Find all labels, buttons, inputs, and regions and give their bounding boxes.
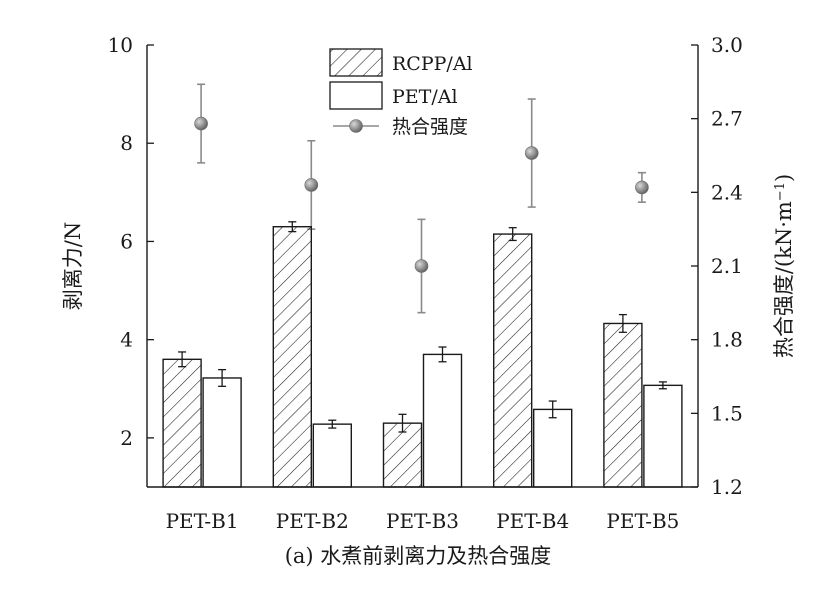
left-tick-label: 10 bbox=[108, 33, 133, 57]
left-tick-label: 4 bbox=[120, 328, 133, 352]
bar-pet-al-4 bbox=[533, 408, 573, 488]
point-heat-seal-strength-2 bbox=[304, 178, 319, 192]
bar-rcpp-al-4 bbox=[493, 233, 533, 488]
error-bar bbox=[618, 313, 627, 333]
left-tick-label: 8 bbox=[120, 131, 133, 155]
error-bar bbox=[398, 413, 407, 433]
x-tick-label: PET-B1 bbox=[166, 509, 239, 533]
error-bar bbox=[658, 381, 667, 390]
error-bar bbox=[178, 351, 187, 368]
x-tick-label: PET-B2 bbox=[276, 509, 349, 533]
right-tick-label: 1.5 bbox=[711, 401, 743, 425]
left-tick-label: 6 bbox=[120, 229, 133, 253]
point-heat-seal-strength-4 bbox=[524, 146, 539, 160]
bar-pet-al-5 bbox=[643, 384, 683, 488]
error-bar bbox=[288, 221, 297, 233]
legend-dot-heat-seal bbox=[349, 119, 363, 133]
bar-rcpp-al-2 bbox=[272, 226, 312, 488]
right-tick-label: 2.4 bbox=[711, 180, 743, 204]
left-tick-label: 2 bbox=[120, 426, 133, 450]
y-axis-label: 剥离力/N bbox=[61, 222, 85, 310]
error-bar bbox=[438, 346, 447, 363]
error-bar bbox=[548, 400, 557, 419]
error-bar bbox=[508, 227, 517, 242]
legend-swatch-rcpp-al bbox=[329, 48, 383, 77]
right-tick-label: 1.8 bbox=[711, 328, 743, 352]
y2-axis-label: 热合强度/(kN·m−1) bbox=[772, 174, 796, 358]
x-tick-label: PET-B3 bbox=[386, 509, 459, 533]
right-tick-label: 2.7 bbox=[711, 107, 743, 131]
point-heat-seal-strength-3 bbox=[414, 259, 429, 273]
right-tick-label: 1.2 bbox=[711, 475, 743, 499]
x-tick-label: PET-B4 bbox=[496, 509, 569, 533]
bar-rcpp-al-1 bbox=[162, 358, 202, 488]
legend-label-pet-al: PET/Al bbox=[392, 86, 458, 108]
error-bar bbox=[218, 368, 227, 387]
figure-caption: (a) 水煮前剥离力及热合强度 bbox=[284, 544, 552, 568]
bar-pet-al-2 bbox=[312, 423, 352, 488]
legend-label-rcpp-al: RCPP/Al bbox=[392, 53, 473, 75]
point-heat-seal-strength-1 bbox=[194, 116, 208, 131]
bar-pet-al-3 bbox=[422, 353, 463, 488]
bar-rcpp-al-3 bbox=[382, 422, 423, 488]
bar-pet-al-1 bbox=[202, 377, 242, 488]
right-tick-label: 2.1 bbox=[711, 254, 743, 278]
legend-swatch-pet-al bbox=[329, 81, 383, 110]
point-heat-seal-strength-5 bbox=[635, 180, 649, 195]
x-tick-label: PET-B5 bbox=[606, 509, 679, 533]
error-bar bbox=[328, 419, 337, 429]
bar-rcpp-al-5 bbox=[603, 322, 643, 488]
right-tick-label: 3.0 bbox=[711, 33, 743, 57]
legend-label-heat-seal: 热合强度 bbox=[392, 116, 468, 138]
